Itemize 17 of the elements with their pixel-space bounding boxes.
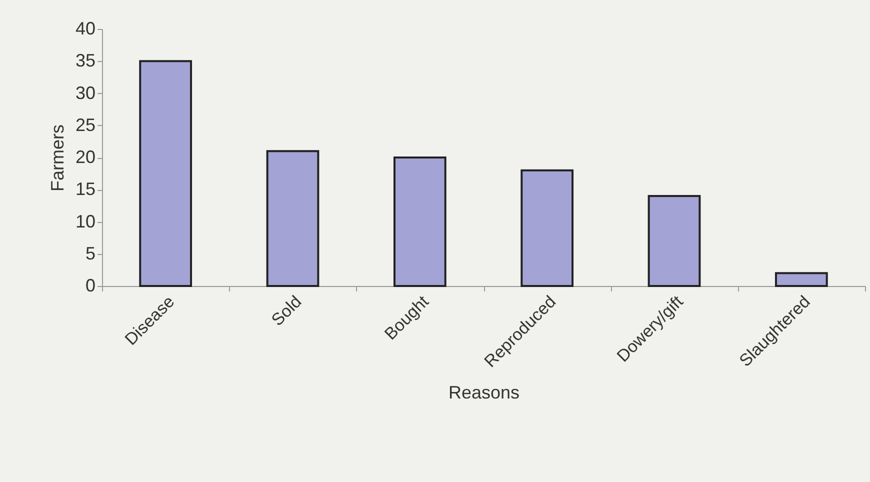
x-axis-title: Reasons <box>448 382 520 402</box>
y-tick-label: 30 <box>75 82 96 103</box>
y-axis-title: Farmers <box>47 124 68 192</box>
bar <box>774 272 828 287</box>
bar <box>266 150 320 287</box>
y-tick-label: 0 <box>85 276 96 296</box>
y-tick-label: 35 <box>75 50 96 71</box>
bar <box>139 60 192 287</box>
bar <box>520 169 574 287</box>
y-tick-label: 10 <box>75 211 96 232</box>
y-tick-label: 25 <box>75 114 96 135</box>
y-tick-label: 40 <box>75 18 96 38</box>
bar <box>393 156 446 287</box>
y-tick-label: 20 <box>75 147 96 167</box>
y-tick-label: 5 <box>85 243 96 264</box>
y-tick-label: 15 <box>75 179 96 200</box>
bar <box>648 195 701 287</box>
